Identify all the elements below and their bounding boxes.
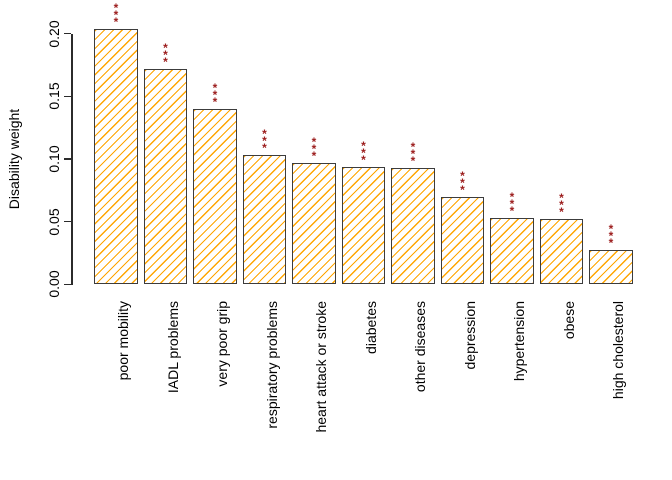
significance-star: * — [559, 205, 564, 220]
significance-star: * — [410, 146, 416, 161]
bar-significance: * * * — [113, 0, 119, 29]
x-tick-label: very poor grip — [214, 301, 230, 387]
significance-star: * — [113, 0, 119, 15]
y-tick — [64, 283, 72, 285]
bar — [94, 28, 138, 285]
significance-star: * — [410, 153, 416, 168]
y-axis-line — [71, 33, 73, 286]
x-tick-label: IADL problems — [164, 301, 181, 394]
significance-star: * — [361, 145, 366, 160]
significance-star: * — [460, 168, 465, 183]
bar-significance: * * * — [311, 134, 317, 163]
x-tick-label: hypertension — [511, 301, 527, 382]
significance-star: * — [509, 189, 515, 204]
significance-star: * — [163, 40, 168, 55]
significance-star: * — [509, 203, 515, 218]
x-tick-label: poor mobility — [115, 301, 131, 381]
y-tick — [64, 95, 72, 98]
significance-star: * — [460, 182, 465, 197]
bar-significance: * * * — [608, 222, 614, 251]
y-tick-label: 0.00 — [46, 270, 62, 298]
significance-star: * — [361, 152, 366, 167]
significance-star: * — [311, 141, 317, 156]
x-tick-label: obese — [560, 301, 577, 340]
bar — [292, 162, 336, 285]
significance-star: * — [608, 236, 614, 251]
significance-star: * — [361, 138, 366, 153]
significance-star: * — [113, 14, 119, 29]
bar — [440, 196, 485, 285]
bar-significance: * * * — [509, 189, 515, 218]
x-tick-label: other diseases — [412, 301, 428, 393]
bar — [193, 108, 237, 285]
significance-star: * — [262, 127, 267, 142]
x-tick-label: high cholesterol — [610, 301, 626, 400]
significance-star: * — [410, 139, 416, 154]
bar-significance: * * * — [212, 80, 218, 109]
significance-star: * — [262, 134, 267, 149]
significance-star: * — [163, 54, 168, 69]
bar — [143, 68, 188, 285]
significance-star: * — [559, 191, 564, 206]
bar — [242, 155, 287, 285]
significance-star: * — [262, 141, 267, 156]
y-tick — [64, 158, 72, 160]
y-tick-label: 0.15 — [46, 82, 62, 111]
bar — [589, 250, 633, 285]
bar-significance: * * * — [460, 168, 465, 197]
x-tick-label: depression — [461, 301, 478, 370]
y-tick-label: 0.10 — [46, 145, 62, 173]
significance-star: * — [311, 134, 317, 149]
bar-significance: * * * — [559, 191, 564, 220]
x-tick-label: heart attack or stroke — [313, 301, 329, 433]
y-tick — [64, 33, 72, 35]
significance-star: * — [509, 196, 515, 211]
y-axis-title: Disability weight — [6, 108, 22, 210]
significance-star: * — [311, 148, 317, 163]
bar-significance: * * * — [163, 40, 168, 69]
bar-significance: * * * — [361, 138, 366, 167]
bar — [490, 217, 534, 285]
significance-star: * — [212, 80, 218, 95]
significance-star: * — [608, 229, 614, 244]
bar — [341, 166, 386, 285]
significance-star: * — [460, 175, 465, 190]
bar-significance: * * * — [262, 127, 267, 156]
significance-star: * — [212, 87, 218, 102]
y-tick-label: 0.20 — [46, 20, 62, 48]
bar — [539, 219, 584, 285]
bar — [391, 167, 435, 285]
significance-star: * — [559, 198, 564, 213]
y-tick-label: 0.05 — [46, 207, 62, 236]
significance-star: * — [113, 7, 119, 22]
bar-significance: * * * — [410, 139, 416, 168]
significance-star: * — [163, 47, 168, 62]
significance-star: * — [608, 222, 614, 237]
x-tick-label: diabetes — [362, 301, 379, 354]
y-tick — [64, 221, 72, 223]
significance-star: * — [212, 94, 218, 109]
x-tick-label: respiratory problems — [263, 301, 280, 429]
